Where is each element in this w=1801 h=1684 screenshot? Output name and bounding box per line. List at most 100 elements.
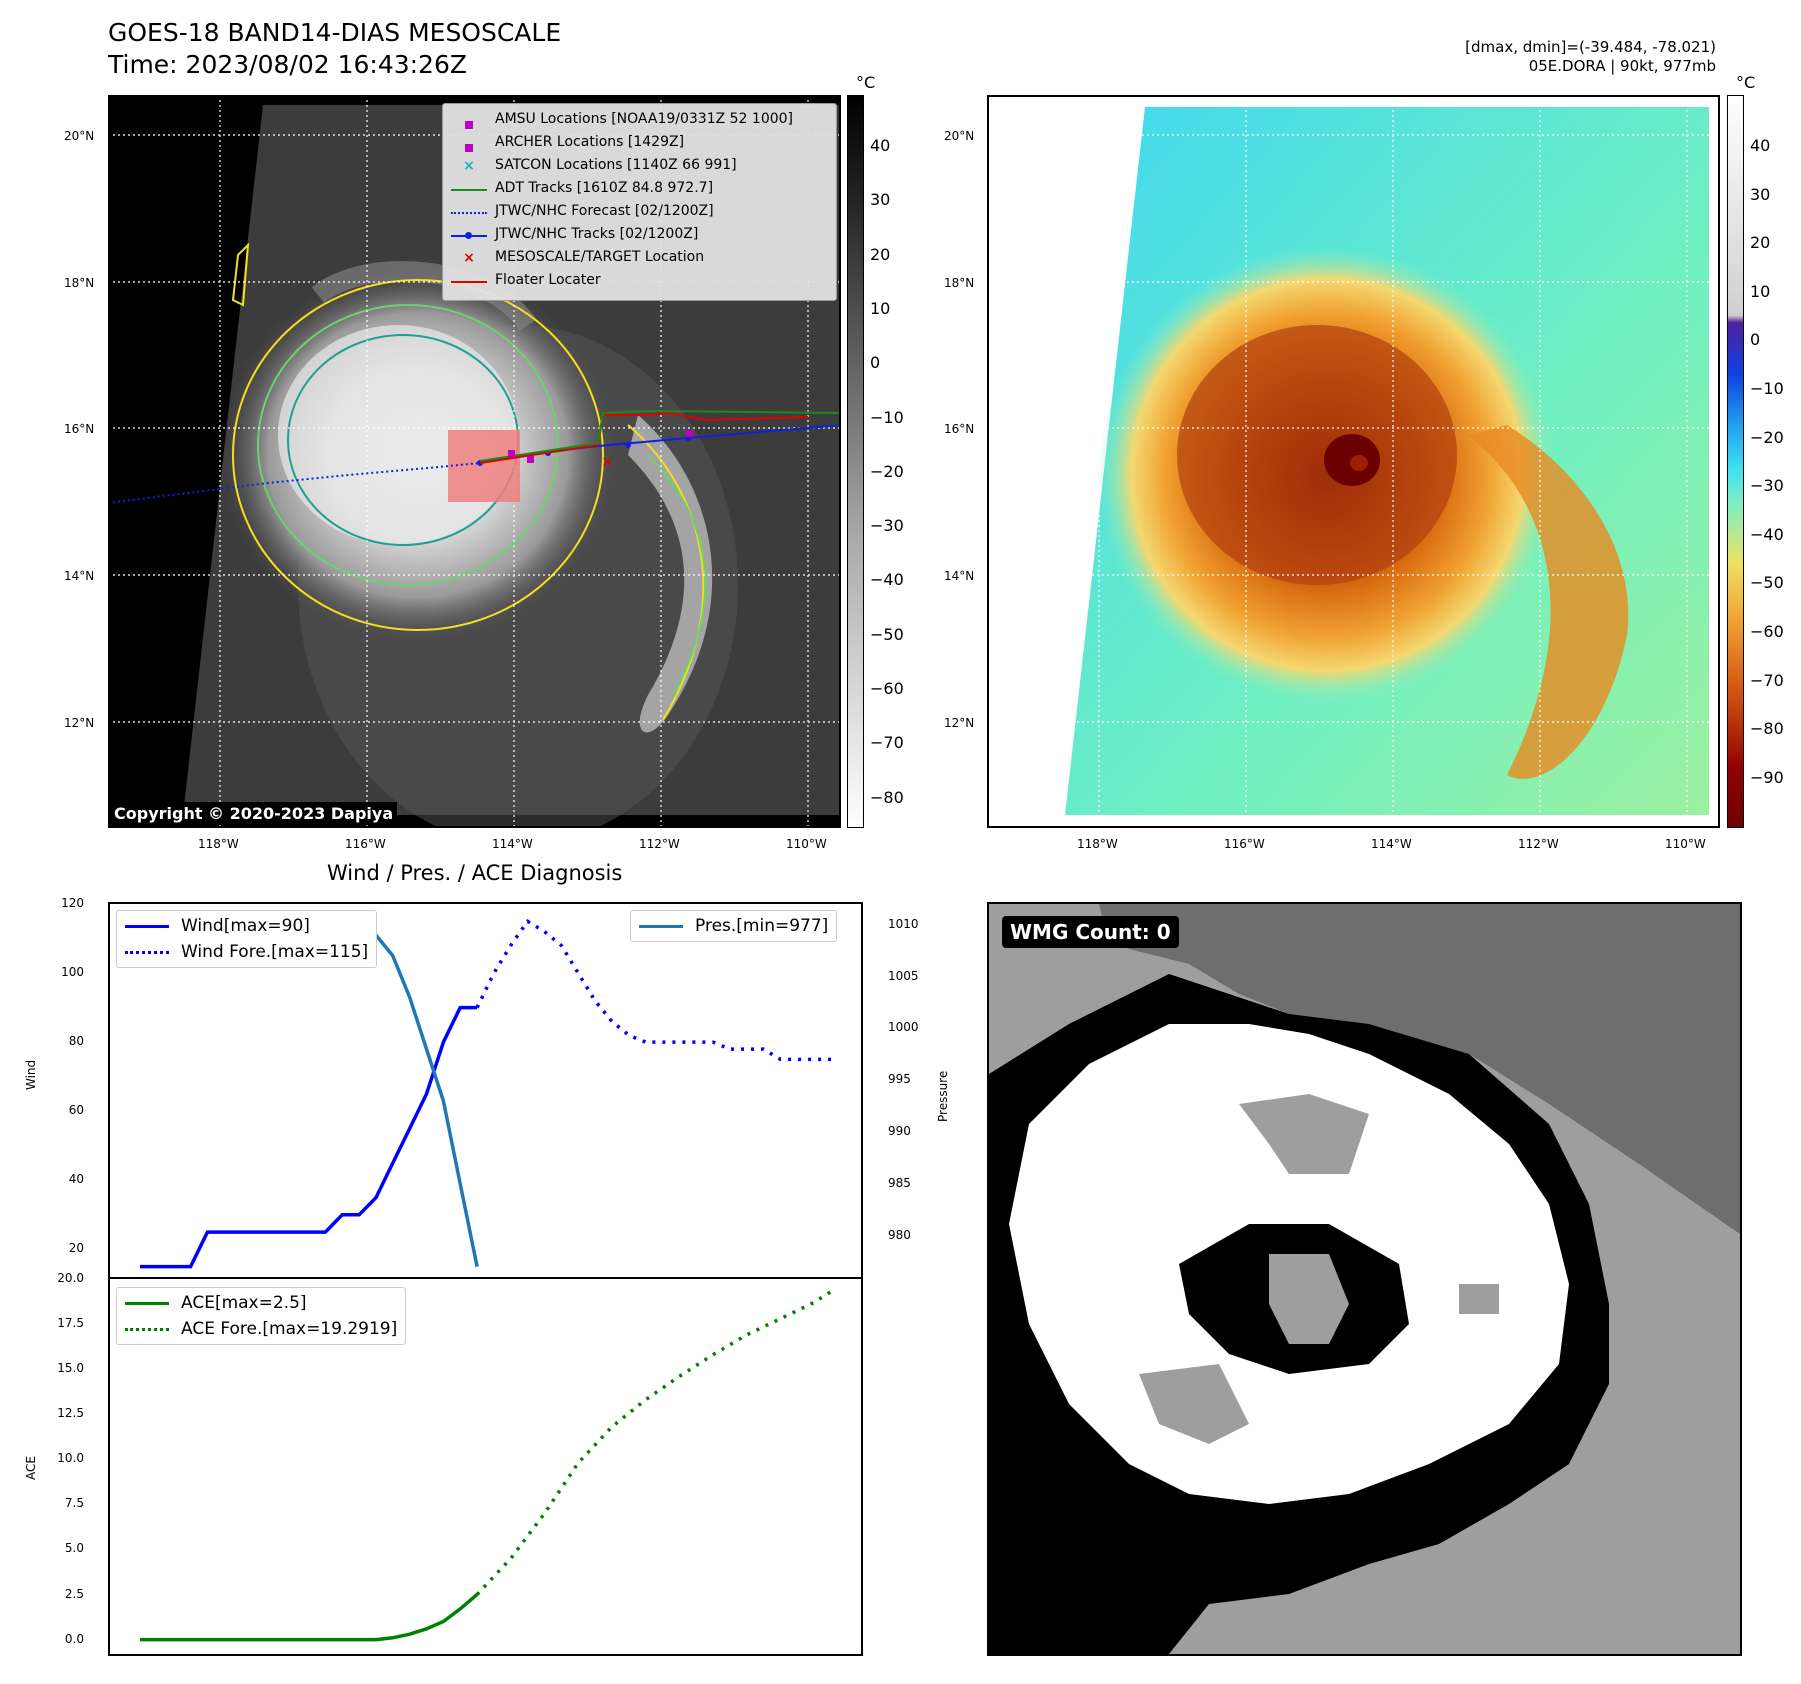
right-lat-label-18n: 18°N — [944, 276, 975, 290]
legend-floater: Floater Locater — [451, 269, 828, 292]
pressure-axis-tick-4: 990 — [888, 1123, 911, 1138]
ace-axis-tick-0: 20.0 — [57, 1271, 84, 1285]
right-lon-label-112w: 112°W — [1518, 837, 1559, 851]
ace-svg — [140, 1290, 832, 1642]
ace-axis-tick-1: 17.5 — [57, 1316, 84, 1331]
copyright-label: Copyright © 2020-2023 Dapiya — [110, 802, 398, 825]
left-colorbar — [847, 95, 864, 828]
left-colorbar-tick-5: −10 — [870, 407, 904, 427]
legend-forecast: JTWC/NHC Forecast [02/1200Z] — [451, 200, 828, 223]
pressure-axis-label: Pressure — [936, 1070, 950, 1122]
ace-axis-tick-2: 15.0 — [57, 1361, 84, 1376]
legend-adt: ADT Tracks [1610Z 84.8 972.7] — [451, 177, 828, 200]
left-colorbar-tick-8: −40 — [870, 570, 904, 590]
lon-label-118w: 118°W — [198, 837, 239, 851]
wind-line — [140, 1005, 478, 1269]
wind-legend-entry: Wind[max=90] — [125, 913, 368, 939]
wmg-panel — [987, 902, 1742, 1656]
left-colorbar-tick-11: −70 — [870, 733, 904, 753]
enhanced-ir-panel — [987, 95, 1720, 828]
pressure-axis-tick-6: 980 — [888, 1227, 911, 1242]
ace-line — [140, 1593, 479, 1642]
pressure-axis-tick-3: 995 — [888, 1072, 911, 1087]
right-colorbar-tick-8: −40 — [1750, 524, 1784, 544]
enhanced-ir-image — [989, 97, 1718, 826]
lat-label-12n: 12°N — [64, 716, 95, 730]
figure-time: Time: 2023/08/02 16:43:26Z — [108, 50, 467, 79]
ace-axis-tick-8: 0.0 — [64, 1631, 84, 1646]
ace-forecast-line — [475, 1290, 832, 1596]
right-lat-label-14n: 14°N — [944, 569, 975, 583]
left-colorbar-tick-6: −20 — [870, 461, 904, 481]
ace-legend: ACE[max=2.5] ACE Fore.[max=19.2919] — [116, 1287, 407, 1345]
ace-legend-entry: ACE[max=2.5] — [125, 1290, 397, 1316]
right-colorbar-tick-2: 20 — [1750, 233, 1771, 253]
right-lat-label-12n: 12°N — [944, 716, 975, 730]
right-colorbar-tick-7: −30 — [1750, 476, 1784, 496]
wind-legend: Wind[max=90] Wind Fore.[max=115] — [116, 910, 378, 968]
right-colorbar-tick-6: −20 — [1750, 427, 1784, 447]
legend-target: × MESOSCALE/TARGET Location — [463, 249, 705, 266]
legend-tracks: JTWC/NHC Tracks [02/1200Z] — [451, 223, 828, 246]
right-colorbar-tick-0: 40 — [1750, 136, 1771, 155]
ace-axis-label: ACE — [24, 1456, 38, 1480]
right-colorbar-unit: °C — [1736, 73, 1756, 92]
wind-axis-tick-3: 60 — [68, 1103, 84, 1118]
pressure-legend-entry: Pres.[min=977] — [639, 913, 828, 939]
lon-label-112w: 112°W — [639, 837, 680, 851]
left-colorbar-tick-3: 10 — [870, 298, 891, 318]
right-lon-label-116w: 116°W — [1224, 837, 1265, 851]
right-lat-label-16n: 16°N — [944, 422, 975, 436]
legend-amsu: AMSU Locations [NOAA19/0331Z 52 1000] — [451, 108, 828, 131]
wind-axis-tick-0: 120 — [61, 896, 84, 910]
left-colorbar-tick-7: −30 — [870, 516, 904, 536]
right-lon-label-114w: 114°W — [1371, 837, 1412, 851]
diagnosis-title: Wind / Pres. / ACE Diagnosis — [327, 861, 623, 885]
lat-label-14n: 14°N — [64, 569, 95, 583]
right-colorbar-tick-13: −90 — [1750, 767, 1784, 787]
lon-label-110w: 110°W — [786, 837, 827, 851]
left-colorbar-tick-2: 20 — [870, 244, 891, 264]
right-colorbar-tick-10: −60 — [1750, 622, 1784, 641]
pressure-axis-tick-0: 1010 — [888, 916, 919, 931]
wmg-image — [989, 904, 1740, 1654]
svg-text:×: × — [601, 452, 614, 471]
lon-label-116w: 116°W — [345, 837, 386, 851]
ace-axis-tick-6: 5.0 — [64, 1541, 84, 1556]
ace-axis-tick-3: 12.5 — [57, 1406, 84, 1421]
wind-axis-tick-5: 20 — [68, 1241, 84, 1256]
ace-axis-tick-4: 10.0 — [57, 1451, 84, 1466]
wmg-count-badge: WMG Count: 0 — [1002, 916, 1179, 948]
pressure-axis-tick-2: 1000 — [888, 1020, 919, 1035]
ir-satellite-panel: × AMSU Locations [NOAA19/0331Z 52 1000] … — [108, 95, 841, 828]
wind-axis-tick-4: 40 — [68, 1172, 84, 1187]
wind-forecast-legend-entry: Wind Fore.[max=115] — [125, 939, 368, 965]
right-colorbar — [1727, 95, 1744, 828]
left-colorbar-tick-12: −80 — [870, 787, 904, 807]
left-colorbar-tick-9: −50 — [870, 624, 904, 644]
right-colorbar-tick-3: 10 — [1750, 281, 1771, 301]
right-lat-label-20n: 20°N — [944, 129, 975, 143]
ace-forecast-legend-entry: ACE Fore.[max=19.2919] — [125, 1316, 397, 1342]
right-colorbar-tick-1: 30 — [1750, 184, 1771, 204]
right-lon-label-118w: 118°W — [1077, 837, 1118, 851]
left-colorbar-unit: °C — [856, 73, 876, 92]
left-colorbar-tick-10: −60 — [870, 679, 904, 698]
wind-forecast-line — [475, 918, 831, 1062]
left-colorbar-tick-0: 40 — [870, 136, 891, 155]
pressure-legend: Pres.[min=977] — [630, 910, 838, 942]
legend-archer: ARCHER Locations [1429Z] — [451, 131, 828, 154]
right-colorbar-tick-5: −10 — [1750, 379, 1784, 398]
right-colorbar-tick-4: 0 — [1750, 330, 1761, 350]
right-lon-label-110w: 110°W — [1665, 837, 1706, 851]
left-colorbar-tick-4: 0 — [870, 353, 881, 373]
stats-line: [dmax, dmin]=(-39.484, -78.021) — [1465, 38, 1716, 56]
wind-axis-tick-2: 80 — [68, 1034, 84, 1049]
lat-label-20n: 20°N — [64, 129, 95, 143]
ace-axis-tick-7: 2.5 — [64, 1586, 84, 1601]
pressure-axis-tick-1: 1005 — [888, 968, 919, 983]
pressure-axis-tick-5: 985 — [888, 1175, 911, 1190]
figure-title: GOES-18 BAND14-DIAS MESOSCALE — [108, 18, 562, 47]
wind-axis-label: Wind — [24, 1059, 38, 1090]
ace-axis-tick-5: 7.5 — [64, 1496, 84, 1511]
